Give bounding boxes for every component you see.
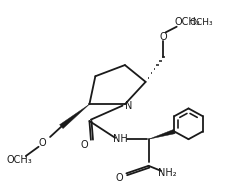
Text: O: O	[115, 173, 123, 183]
Text: NH₂: NH₂	[159, 168, 177, 178]
Text: O: O	[81, 140, 88, 150]
Text: NH: NH	[113, 134, 128, 144]
Text: OCH₃: OCH₃	[6, 155, 32, 165]
Text: O: O	[159, 32, 167, 42]
Text: O: O	[38, 138, 46, 148]
Polygon shape	[60, 104, 89, 129]
Text: N: N	[125, 102, 132, 112]
Text: OCH₃: OCH₃	[174, 17, 200, 27]
Polygon shape	[149, 129, 175, 139]
Text: OCH₃: OCH₃	[189, 18, 213, 27]
